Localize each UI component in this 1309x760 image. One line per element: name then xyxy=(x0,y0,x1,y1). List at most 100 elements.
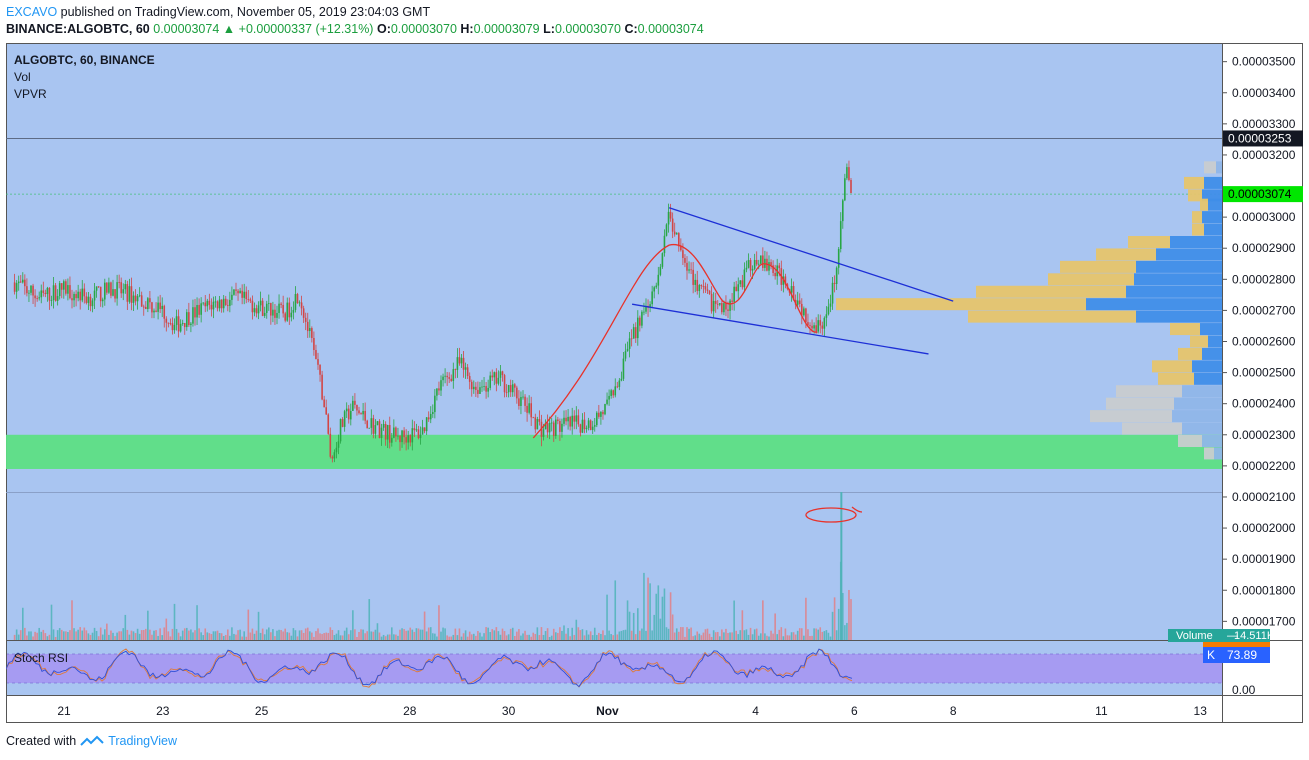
candle-body xyxy=(831,282,834,304)
candle-body xyxy=(714,300,717,304)
vpvr-down-volume xyxy=(1116,385,1182,398)
candle-body xyxy=(641,311,643,326)
falling-wedge-lower-line[interactable] xyxy=(631,303,929,355)
volume-bar xyxy=(198,628,200,640)
candle-body xyxy=(727,309,729,311)
candle-body xyxy=(282,304,284,314)
price-chart[interactable]: ALGOBTC, 60, BINANCE Vol VPVR Stoch RSI … xyxy=(5,43,1303,723)
volume-bar xyxy=(436,636,438,640)
volume-bar xyxy=(368,599,371,640)
candle-body xyxy=(850,179,852,194)
candle-body xyxy=(134,295,137,302)
candle-body xyxy=(803,308,805,316)
candle-body xyxy=(309,328,311,332)
vpvr-down-volume xyxy=(1048,273,1134,286)
volume-bar xyxy=(786,635,789,640)
volume-bar xyxy=(345,627,348,640)
volume-spike-circle[interactable] xyxy=(805,507,857,523)
volume-bar xyxy=(456,635,459,640)
volume-bar xyxy=(231,627,233,640)
volume-bar xyxy=(470,634,473,640)
candle-body xyxy=(192,307,194,324)
volume-bar xyxy=(647,577,649,640)
volume-bar xyxy=(315,631,317,640)
volume-bar xyxy=(163,627,166,640)
volume-bar xyxy=(200,632,202,640)
volume-bar xyxy=(106,623,108,640)
vpvr-down-volume xyxy=(1188,189,1202,202)
volume-bar xyxy=(817,629,819,640)
volume-bar xyxy=(196,605,198,640)
time-axis-label: 28 xyxy=(403,704,417,718)
volume-bar xyxy=(181,630,184,640)
volume-bar xyxy=(700,635,703,640)
volume-bar xyxy=(546,628,549,640)
volume-bar xyxy=(175,628,178,640)
vpvr-down-volume xyxy=(1170,323,1200,336)
volume-bar xyxy=(503,631,506,640)
candle-body xyxy=(495,372,498,384)
candle-body xyxy=(520,396,522,406)
last-price-tag-text: 0.00003074 xyxy=(1228,187,1292,201)
volume-bar xyxy=(630,630,633,640)
vpvr-up-volume xyxy=(1208,198,1222,211)
candle-body xyxy=(643,311,645,313)
volume-bar xyxy=(723,632,725,640)
volume-bar xyxy=(126,629,129,640)
volume-bar xyxy=(415,628,418,640)
vpvr-down-volume xyxy=(1190,335,1208,348)
support-zone[interactable] xyxy=(6,434,1222,469)
volume-bar xyxy=(673,632,676,640)
volume-bar xyxy=(491,629,494,640)
price-axis-labels: 0.00003500 0.00003400 0.00003300 0.00003200… xyxy=(1223,55,1296,628)
candle-body xyxy=(235,289,237,291)
candle-body xyxy=(417,429,420,439)
volume-bar xyxy=(624,629,627,640)
volume-bar xyxy=(239,629,241,640)
candle-body xyxy=(83,288,86,297)
volume-bar xyxy=(577,627,580,640)
author-link[interactable]: EXCAVO xyxy=(6,5,58,19)
volume-bar xyxy=(641,628,643,640)
price-axis-label: 0.00002900 xyxy=(1232,241,1296,255)
volume-bar xyxy=(842,592,844,640)
candle-body xyxy=(63,281,65,290)
volume-bar xyxy=(468,631,471,640)
candle-body xyxy=(214,301,217,303)
chart-border xyxy=(6,43,1303,723)
volume-bar xyxy=(604,635,606,640)
vpvr-up-volume xyxy=(1156,248,1222,261)
volume-bar xyxy=(149,629,151,640)
candle-body xyxy=(491,375,494,378)
stoch-axis-label: 0.00 xyxy=(1232,683,1256,697)
candle-body xyxy=(276,312,278,318)
time-axis-label: Nov xyxy=(596,704,619,718)
candle-body xyxy=(181,322,184,324)
volume-bar xyxy=(663,588,666,640)
candle-body xyxy=(653,287,655,292)
volume-bar xyxy=(112,632,114,640)
volume-bar xyxy=(591,635,594,640)
candle-body xyxy=(796,300,799,305)
tradingview-link[interactable]: TradingView xyxy=(108,734,177,748)
candle-body xyxy=(227,304,229,306)
chart-container[interactable]: ALGOBTC, 60, BINANCE Vol VPVR Stoch RSI … xyxy=(5,43,1303,723)
volume-bar xyxy=(208,633,211,640)
volume-bar xyxy=(165,618,168,640)
volume-bar xyxy=(729,632,731,640)
tradingview-logo-icon[interactable] xyxy=(80,735,104,747)
candle-body xyxy=(710,293,713,312)
cup-curve[interactable] xyxy=(532,244,818,439)
candle-body xyxy=(749,260,752,271)
candle-body xyxy=(360,413,362,415)
falling-wedge-upper-line[interactable] xyxy=(668,207,954,302)
candle-body xyxy=(401,430,403,443)
close-label: C: xyxy=(624,22,638,36)
time-axis-label: 11 xyxy=(1095,704,1108,718)
vpvr-down-volume xyxy=(1096,248,1156,261)
created-with-text: Created with xyxy=(6,734,77,748)
volume-bar xyxy=(811,635,813,640)
candle-body xyxy=(665,224,668,236)
candle-body xyxy=(634,327,637,339)
volume-bar xyxy=(364,633,366,640)
